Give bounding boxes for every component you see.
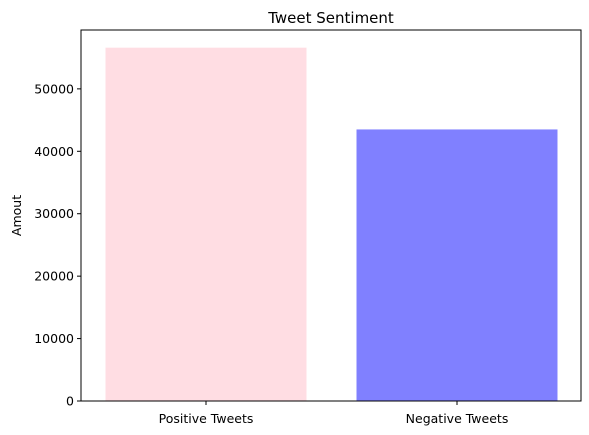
y-tick-label: 10000: [34, 331, 74, 346]
y-axis-ticks: 0 10000 20000 30000 40000 50000: [34, 81, 81, 409]
bars-group: [105, 47, 558, 402]
y-axis-label: Amout: [9, 195, 24, 236]
bar-negative-tweets: [356, 129, 558, 401]
plot-frame: [80, 29, 582, 402]
y-tick-label: 40000: [34, 144, 74, 159]
chart-title: Tweet Sentiment: [267, 9, 394, 27]
y-tick-label: 20000: [34, 269, 74, 284]
y-tick-label: 30000: [34, 206, 74, 221]
y-tick-label: 50000: [34, 81, 74, 96]
bar-positive-tweets: [105, 47, 307, 402]
x-tick-label: Positive Tweets: [159, 411, 254, 426]
x-axis-ticks: Positive Tweets Negative Tweets: [159, 401, 509, 426]
x-tick-label: Negative Tweets: [406, 411, 509, 426]
y-tick-label: 0: [66, 394, 74, 409]
